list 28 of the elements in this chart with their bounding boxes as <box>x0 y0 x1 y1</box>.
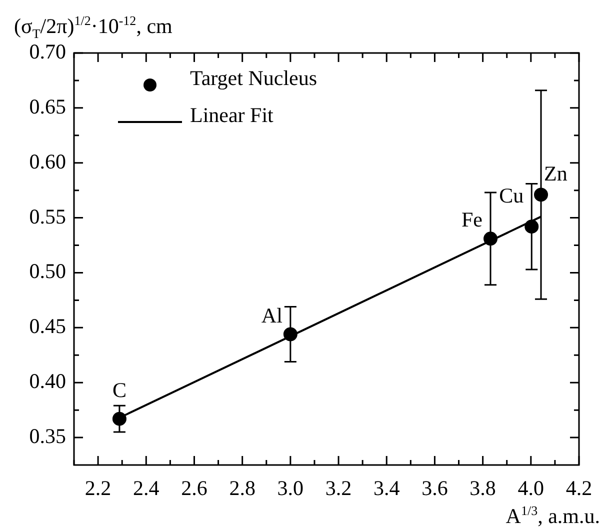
x-axis-title: A$^{1/3}$, a.m.u. <box>506 503 600 528</box>
x-tick-label: 3.2 <box>325 476 352 500</box>
y-tick-label: 0.65 <box>29 94 66 118</box>
x-tick-label: 4.2 <box>566 476 592 500</box>
y-tick-label: 0.60 <box>29 149 66 174</box>
y-tick-label: 0.70 <box>29 40 66 64</box>
annotation: Zn <box>544 162 568 186</box>
x-tick-label: 2.6 <box>181 476 208 500</box>
annotation: C <box>112 378 126 402</box>
legend-label: Linear Fit <box>190 103 274 127</box>
y-axis-title: (σ$_{T}$/2π)$^{1/2}$·10$^{-12}$, cm <box>14 13 172 42</box>
y-tick-label: 0.45 <box>29 314 66 338</box>
y-tick-label: 0.50 <box>29 259 66 284</box>
annotation: Fe <box>462 208 483 232</box>
x-tick-label: 3.6 <box>422 476 448 500</box>
legend-label: Target Nucleus <box>190 66 318 90</box>
x-tick-label: 4.0 <box>518 476 544 500</box>
y-tick-label: 0.35 <box>29 424 66 448</box>
x-tick-label: 3.4 <box>373 476 400 500</box>
y-tick-label: 0.40 <box>29 369 66 394</box>
x-tick-label: 3.8 <box>470 476 496 500</box>
x-tick-label: 2.4 <box>133 476 160 500</box>
x-tick-label: 3.0 <box>277 476 304 500</box>
x-tick-label: 2.2 <box>84 476 112 500</box>
annotation: Cu <box>499 184 524 208</box>
x-tick-label: 2.8 <box>229 476 256 500</box>
annotation: Al <box>261 303 283 328</box>
y-tick-label: 0.55 <box>29 204 66 228</box>
